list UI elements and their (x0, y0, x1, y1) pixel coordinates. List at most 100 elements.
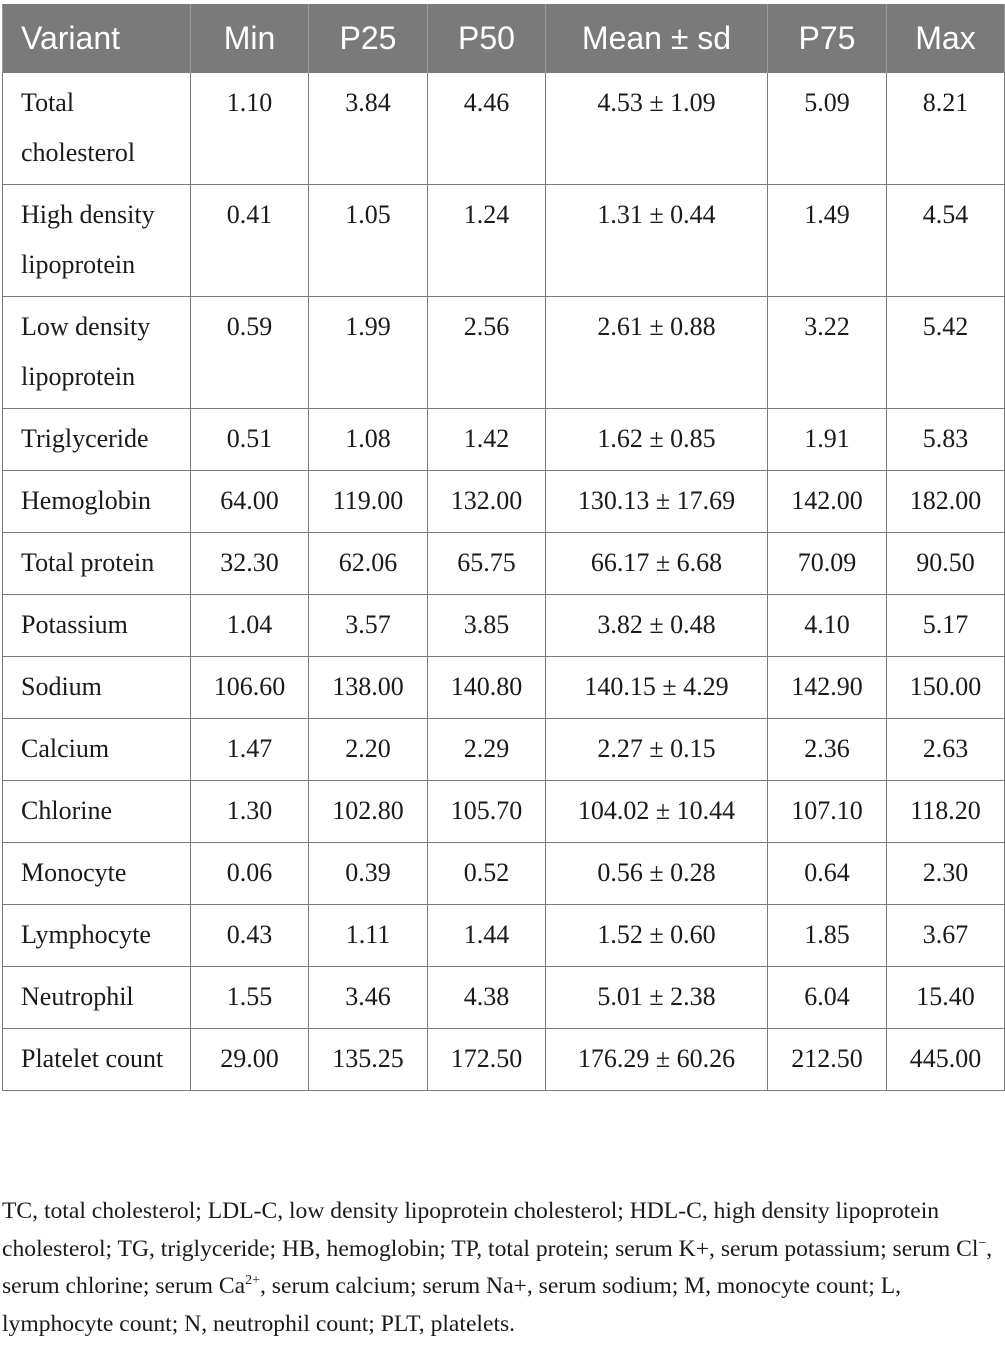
variant-name: Hemoglobin (2, 470, 191, 533)
footnote-text: TC, total cholesterol; LDL-C, low densit… (2, 1198, 979, 1262)
min-value: 1.04 (190, 594, 309, 657)
table-row: Low density lipoprotein 0.59 1.99 2.56 2… (2, 296, 1005, 409)
header-p50: P50 (427, 4, 546, 73)
p75-value: 107.10 (767, 780, 887, 843)
p75-value: 1.91 (767, 408, 887, 471)
p50-value: 3.85 (427, 594, 546, 657)
p25-value: 1.08 (308, 408, 428, 471)
min-value: 1.10 (190, 72, 309, 185)
table-row: Monocyte 0.06 0.39 0.52 0.56 ± 0.28 0.64… (2, 842, 1005, 905)
min-value: 1.55 (190, 966, 309, 1029)
p25-value: 3.57 (308, 594, 428, 657)
max-value: 4.54 (886, 184, 1005, 297)
table-row: Lymphocyte 0.43 1.11 1.44 1.52 ± 0.60 1.… (2, 904, 1005, 967)
mean-sd-value: 3.82 ± 0.48 (545, 594, 768, 657)
p25-value: 3.46 (308, 966, 428, 1029)
p75-value: 0.64 (767, 842, 887, 905)
max-value: 150.00 (886, 656, 1005, 719)
mean-sd-value: 1.62 ± 0.85 (545, 408, 768, 471)
p50-value: 105.70 (427, 780, 546, 843)
min-value: 64.00 (190, 470, 309, 533)
p75-value: 2.36 (767, 718, 887, 781)
header-p75: P75 (767, 4, 887, 73)
p75-value: 70.09 (767, 532, 887, 595)
min-value: 1.30 (190, 780, 309, 843)
footnote-text: , serum calcium; serum Na+, serum sodium… (2, 1273, 902, 1337)
p25-value: 2.20 (308, 718, 428, 781)
table-footnote: TC, total cholesterol; LDL-C, low densit… (2, 1193, 1002, 1343)
max-value: 5.17 (886, 594, 1005, 657)
p25-value: 138.00 (308, 656, 428, 719)
min-value: 0.06 (190, 842, 309, 905)
variant-name: Triglyceride (2, 408, 191, 471)
min-value: 29.00 (190, 1028, 309, 1091)
p50-value: 2.56 (427, 296, 546, 409)
max-value: 445.00 (886, 1028, 1005, 1091)
table-row: Sodium 106.60 138.00 140.80 140.15 ± 4.2… (2, 656, 1005, 719)
p75-value: 3.22 (767, 296, 887, 409)
statistics-table: Variant Min P25 P50 Mean ± sd P75 Max To… (2, 4, 1005, 1091)
p50-value: 4.46 (427, 72, 546, 185)
mean-sd-value: 176.29 ± 60.26 (545, 1028, 768, 1091)
min-value: 0.43 (190, 904, 309, 967)
table-body: Total cholesterol 1.10 3.84 4.46 4.53 ± … (2, 72, 1005, 1091)
p25-value: 3.84 (308, 72, 428, 185)
max-value: 182.00 (886, 470, 1005, 533)
variant-name: Chlorine (2, 780, 191, 843)
p75-value: 142.90 (767, 656, 887, 719)
min-value: 0.51 (190, 408, 309, 471)
table-row: Total cholesterol 1.10 3.84 4.46 4.53 ± … (2, 72, 1005, 185)
min-value: 0.59 (190, 296, 309, 409)
p50-value: 1.42 (427, 408, 546, 471)
p75-value: 5.09 (767, 72, 887, 185)
p75-value: 212.50 (767, 1028, 887, 1091)
table-row: Neutrophil 1.55 3.46 4.38 5.01 ± 2.38 6.… (2, 966, 1005, 1029)
mean-sd-value: 4.53 ± 1.09 (545, 72, 768, 185)
footnote-superscript: 2+ (245, 1273, 260, 1288)
p25-value: 62.06 (308, 532, 428, 595)
variant-name: High density lipoprotein (2, 184, 191, 297)
mean-sd-value: 140.15 ± 4.29 (545, 656, 768, 719)
variant-name: Platelet count (2, 1028, 191, 1091)
table-row: Potassium 1.04 3.57 3.85 3.82 ± 0.48 4.1… (2, 594, 1005, 657)
table-row: Calcium 1.47 2.20 2.29 2.27 ± 0.15 2.36 … (2, 718, 1005, 781)
variant-name: Total protein (2, 532, 191, 595)
variant-name: Neutrophil (2, 966, 191, 1029)
mean-sd-value: 2.61 ± 0.88 (545, 296, 768, 409)
p25-value: 119.00 (308, 470, 428, 533)
variant-name: Lymphocyte (2, 904, 191, 967)
variant-name: Monocyte (2, 842, 191, 905)
mean-sd-value: 104.02 ± 10.44 (545, 780, 768, 843)
p75-value: 142.00 (767, 470, 887, 533)
max-value: 2.63 (886, 718, 1005, 781)
footnote-text: , serum chlorine; serum Ca (2, 1235, 993, 1300)
max-value: 90.50 (886, 532, 1005, 595)
p75-value: 4.10 (767, 594, 887, 657)
p50-value: 65.75 (427, 532, 546, 595)
variant-name: Calcium (2, 718, 191, 781)
variant-name: Low density lipoprotein (2, 296, 191, 409)
p25-value: 1.05 (308, 184, 428, 297)
mean-sd-value: 5.01 ± 2.38 (545, 966, 768, 1029)
max-value: 8.21 (886, 72, 1005, 185)
table-row: Hemoglobin 64.00 119.00 132.00 130.13 ± … (2, 470, 1005, 533)
header-max: Max (886, 4, 1005, 73)
p75-value: 1.85 (767, 904, 887, 967)
p50-value: 2.29 (427, 718, 546, 781)
p50-value: 4.38 (427, 966, 546, 1029)
table-row: Triglyceride 0.51 1.08 1.42 1.62 ± 0.85 … (2, 408, 1005, 471)
min-value: 0.41 (190, 184, 309, 297)
table-row: High density lipoprotein 0.41 1.05 1.24 … (2, 184, 1005, 297)
max-value: 118.20 (886, 780, 1005, 843)
table-header: Variant Min P25 P50 Mean ± sd P75 Max (2, 4, 1005, 73)
table-row: Platelet count 29.00 135.25 172.50 176.2… (2, 1028, 1005, 1091)
p50-value: 1.44 (427, 904, 546, 967)
header-min: Min (190, 4, 309, 73)
max-value: 15.40 (886, 966, 1005, 1029)
min-value: 106.60 (190, 656, 309, 719)
p75-value: 1.49 (767, 184, 887, 297)
p25-value: 1.11 (308, 904, 428, 967)
min-value: 32.30 (190, 532, 309, 595)
p50-value: 0.52 (427, 842, 546, 905)
table-row: Chlorine 1.30 102.80 105.70 104.02 ± 10.… (2, 780, 1005, 843)
